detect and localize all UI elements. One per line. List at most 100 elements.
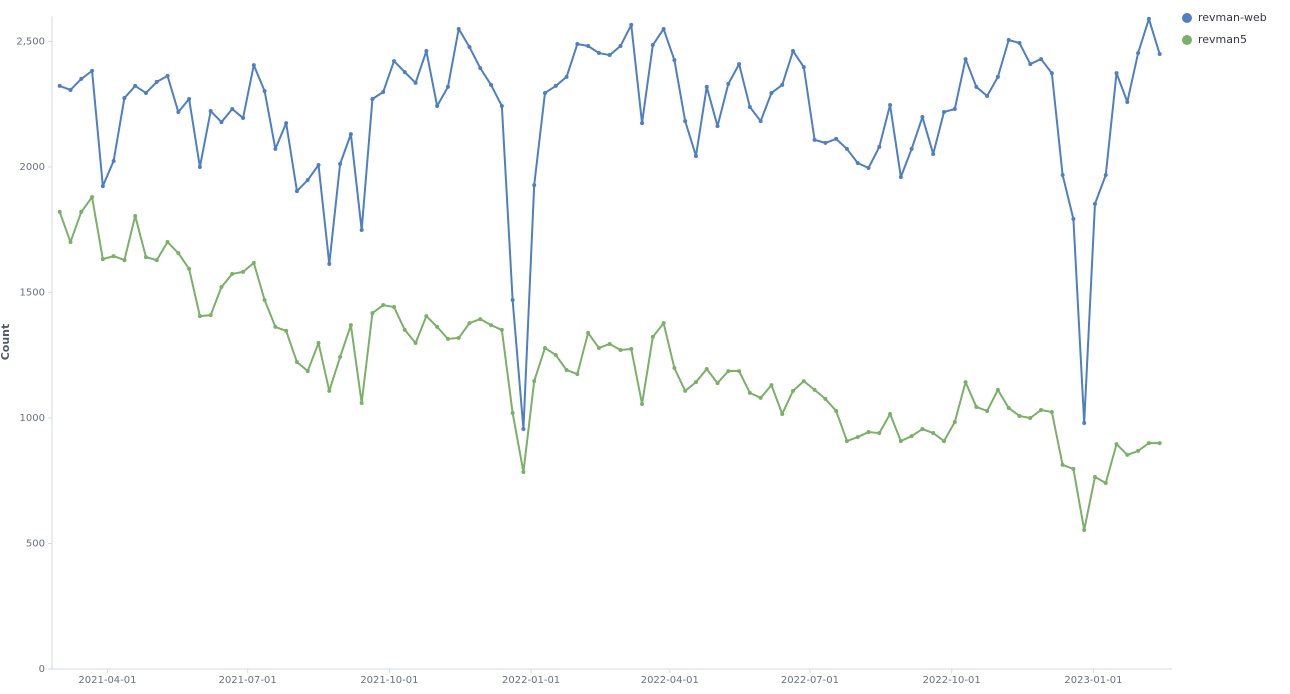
x-tick-label: 2022-07-01 [781,675,839,686]
data-point [855,160,860,165]
legend-marker[interactable] [1182,13,1192,23]
data-point [747,105,752,110]
data-point [435,104,440,109]
data-point [661,26,666,31]
data-point [338,161,343,166]
y-tick-label: 0 [39,664,45,675]
data-point [1028,62,1033,67]
data-point [553,83,558,88]
data-point [284,121,289,126]
data-point [1125,452,1130,457]
legend-marker[interactable] [1182,35,1192,45]
data-point [57,209,62,214]
data-point [1060,173,1065,178]
data-point [1017,413,1022,418]
data-point [1146,16,1151,21]
data-point [1082,421,1087,426]
data-point [812,137,817,142]
data-point [154,79,159,84]
data-point [877,431,882,436]
data-point [952,107,957,112]
legend-label[interactable]: revman-web [1198,11,1267,24]
data-point [402,327,407,332]
data-point [564,368,569,373]
data-point [1006,405,1011,410]
data-point [920,115,925,120]
data-point [456,26,461,31]
data-point [208,313,213,318]
data-point [640,401,645,406]
data-point [381,303,386,308]
data-point [489,82,494,87]
data-point [413,80,418,85]
data-point [629,22,634,27]
data-point [1049,409,1054,414]
data-point [931,431,936,436]
data-point [294,189,299,194]
data-point [812,387,817,392]
data-point [219,284,224,289]
y-axis-title: Count [0,324,12,361]
data-point [424,314,429,319]
x-tick-label: 2021-07-01 [219,675,277,686]
data-point [564,74,569,79]
data-point [79,76,84,81]
data-point [176,251,181,256]
y-tick-label: 1000 [20,413,45,424]
data-point [499,327,504,332]
legend-label[interactable]: revman5 [1198,33,1247,46]
data-point [187,96,192,101]
data-point [241,116,246,121]
data-point [402,70,407,75]
data-point [683,119,688,124]
data-point [1125,99,1130,104]
data-point [866,430,871,435]
data-point [693,380,698,385]
x-tick-label: 2023-01-01 [1064,675,1122,686]
data-point [909,146,914,151]
data-point [445,84,450,89]
data-point [758,395,763,400]
data-point [855,435,860,440]
data-point [780,411,785,416]
data-point [963,380,968,385]
data-point [370,96,375,101]
data-point [791,388,796,393]
data-point [456,335,461,340]
data-point [338,355,343,360]
data-point [262,298,267,303]
data-point [952,420,957,425]
data-point [542,90,547,95]
data-point [1071,466,1076,471]
data-point [877,144,882,149]
data-point [640,121,645,126]
data-point [575,42,580,47]
data-point [1039,407,1044,412]
data-point [834,136,839,141]
data-point [596,345,601,350]
data-point [1017,41,1022,46]
data-point [219,120,224,125]
data-point [575,372,580,377]
data-point [1157,52,1162,57]
data-point [834,408,839,413]
data-point [251,63,256,68]
data-point [197,314,202,319]
data-point [370,311,375,316]
data-point [348,132,353,137]
data-point [726,81,731,86]
data-point [704,367,709,372]
data-point [478,317,483,322]
data-point [133,83,138,88]
data-point [985,408,990,413]
data-point [154,258,159,263]
data-point [888,103,893,108]
data-point [672,58,677,63]
data-point [618,44,623,49]
data-point [111,158,116,163]
data-point [909,434,914,439]
data-point [1092,474,1097,479]
x-tick-label: 2022-10-01 [923,675,981,686]
data-point [122,95,127,100]
data-point [111,254,116,259]
